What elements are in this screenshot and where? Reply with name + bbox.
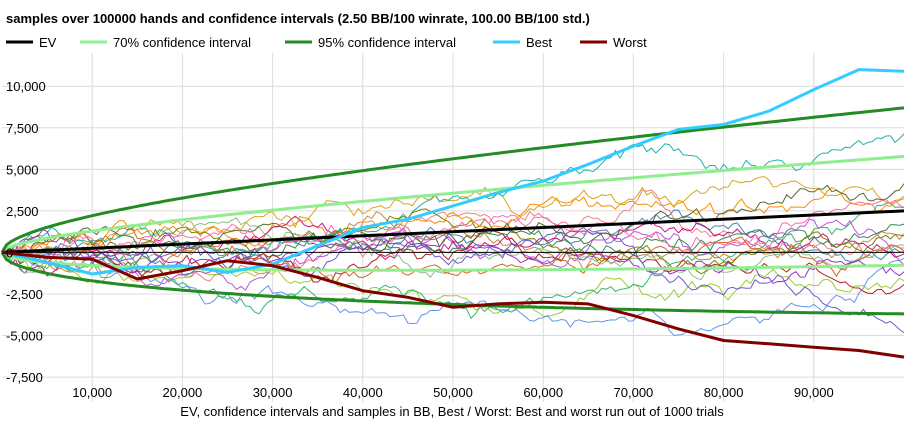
x-tick-label: 90,000 xyxy=(794,385,834,400)
x-tick-label: 20,000 xyxy=(163,385,203,400)
x-tick-label: 30,000 xyxy=(253,385,293,400)
legend-item: 95% confidence interval xyxy=(285,35,456,50)
y-tick-label: -5,000 xyxy=(6,329,43,344)
worst-line xyxy=(1,250,905,359)
legend-item: Worst xyxy=(580,35,647,50)
legend-item: Best xyxy=(493,35,552,50)
x-tick-label: 80,000 xyxy=(704,385,744,400)
legend-label: Worst xyxy=(613,35,647,50)
sample-run-line xyxy=(2,187,905,254)
main-series xyxy=(0,68,905,359)
x-tick-label: 50,000 xyxy=(433,385,473,400)
y-tick-label: 2,500 xyxy=(6,204,39,219)
sample-run-line xyxy=(1,198,905,264)
legend-label: Best xyxy=(526,35,552,50)
ci70-upper-line xyxy=(1,154,905,254)
y-tick-labels: 10,000 7,500 5,000 2,500 0 -2,500 -5,000 -7,500 xyxy=(6,79,46,385)
x-tick-label: 10,000 xyxy=(72,385,112,400)
x-tick-label: 70,000 xyxy=(614,385,654,400)
y-tick-label: 0 xyxy=(6,245,13,260)
legend-label: EV xyxy=(39,35,57,50)
x-tick-label: 40,000 xyxy=(343,385,383,400)
legend-item: EV xyxy=(6,35,57,50)
sample-run-line xyxy=(1,226,905,334)
x-axis-caption: EV, confidence intervals and samples in … xyxy=(180,404,724,419)
ev-line xyxy=(1,209,905,254)
sample-run-line xyxy=(1,176,905,254)
legend-label: 95% confidence interval xyxy=(318,35,456,50)
sample-run-line xyxy=(1,189,904,282)
sample-run-line xyxy=(1,133,905,257)
x-tick-label: 60,000 xyxy=(523,385,563,400)
y-tick-label: -2,500 xyxy=(6,287,43,302)
chart-title: samples over 100000 hands and confidence… xyxy=(6,11,590,26)
x-tick-labels: 10,000 20,000 30,000 40,000 50,000 60,000 70,0… xyxy=(72,385,833,400)
y-tick-label: 5,000 xyxy=(6,162,39,177)
legend-label: 70% confidence interval xyxy=(113,35,251,50)
y-tick-label: 10,000 xyxy=(6,79,46,94)
sample-run-line xyxy=(1,218,905,291)
sample-run-line xyxy=(1,227,905,284)
ci95-lower-line xyxy=(0,251,905,316)
y-tick-label: 7,500 xyxy=(6,121,39,136)
best-line xyxy=(1,68,905,276)
legend: EV 70% confidence interval 95% confidence … xyxy=(6,35,647,50)
y-tick-label: -7,500 xyxy=(6,370,43,385)
legend-item: 70% confidence interval xyxy=(80,35,251,50)
ci95-upper-line xyxy=(0,106,905,254)
